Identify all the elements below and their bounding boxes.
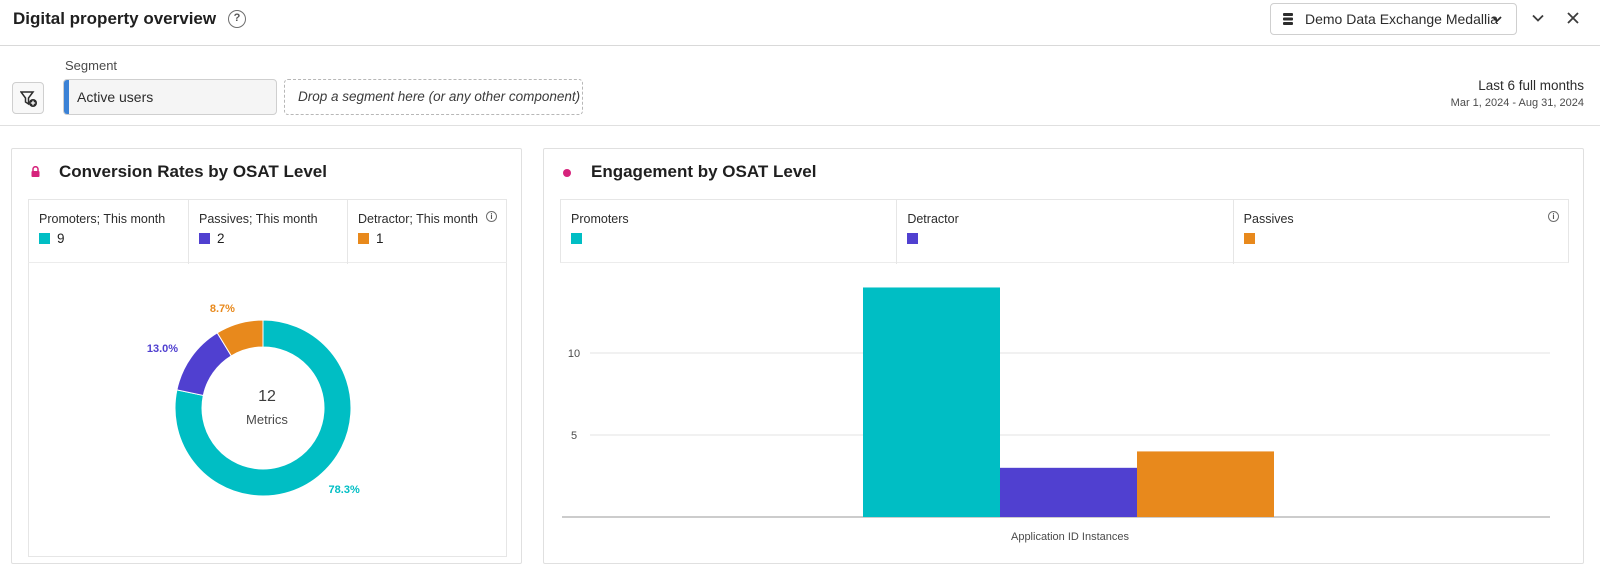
legend-label: Detractor (907, 212, 959, 226)
donut-center-label: Metrics (246, 412, 288, 427)
segment-bar: Segment Active users Drop a segment here… (0, 46, 1600, 126)
legend-swatch (199, 233, 210, 244)
bar-chart-area: 5 10 Application ID Instances (560, 263, 1569, 553)
segment-drop-zone[interactable]: Drop a segment here (or any other compon… (284, 79, 583, 115)
datasource-label: Demo Data Exchange Medallia (1305, 11, 1498, 27)
donut-value-label: 13.0% (147, 343, 178, 355)
donut-chart: 78.3% 13.0% 8.7% 12 Metrics (147, 303, 360, 497)
donut-slice-detractor[interactable] (216, 319, 264, 357)
lock-icon (31, 166, 40, 177)
panel-title: Conversion Rates by OSAT Level (59, 162, 327, 181)
legend-swatch (907, 233, 919, 244)
conversion-panel: Conversion Rates by OSAT Level Promoters… (11, 148, 522, 564)
legend-swatch (1243, 233, 1255, 244)
donut-center-value: 12 (258, 388, 276, 405)
engagement-panel: Engagement by OSAT Level Promoters Detra… (543, 148, 1584, 564)
bar-chart: 5 10 Application ID Instances (562, 287, 1550, 543)
question-circle-icon[interactable]: ? (228, 10, 246, 28)
donut-value-label: 8.7% (210, 303, 235, 315)
bar-detractor[interactable] (1000, 467, 1137, 517)
database-icon (1283, 13, 1293, 25)
legend-label: Detractor; This month (358, 212, 478, 226)
legend-label: Promoters (571, 212, 629, 226)
legend-label: Promoters; This month (39, 212, 166, 226)
panel-title: Engagement by OSAT Level (591, 162, 817, 181)
header-bar: Digital property overview ? Demo Data Ex… (0, 0, 1600, 46)
legend-item[interactable]: Promoters; This month 9 (29, 200, 189, 264)
bar-promoters[interactable] (863, 287, 1000, 517)
bar-passives[interactable] (1137, 451, 1274, 517)
filter-add-icon (20, 91, 37, 107)
legend: Promoters; This month 9 Passives; This m… (28, 199, 507, 264)
x-axis-tick-label: Application ID Instances (1011, 531, 1130, 543)
legend-value: 2 (217, 231, 225, 246)
segment-chip[interactable]: Active users (63, 79, 277, 115)
legend-label: Passives; This month (199, 212, 318, 226)
legend-label: Passives (1243, 212, 1294, 226)
legend-item[interactable]: Passives; This month 2 (189, 200, 348, 264)
y-axis-tick-label: 10 (568, 348, 580, 360)
y-axis-tick-label: 5 (571, 430, 577, 442)
donut-chart-area: 78.3% 13.0% 8.7% 12 Metrics (28, 263, 507, 557)
close-icon[interactable] (1565, 10, 1581, 26)
date-range-title[interactable]: Last 6 full months (1478, 78, 1584, 93)
segment-label: Segment (65, 58, 118, 73)
datasource-picker[interactable]: Demo Data Exchange Medallia (1270, 3, 1517, 35)
segment-chip-label: Active users (77, 89, 154, 105)
drag-handle-icon[interactable] (64, 80, 69, 114)
legend: Promoters Detractor Passives i (560, 199, 1569, 264)
info-icon[interactable]: i (1547, 211, 1559, 222)
legend-value: 1 (376, 231, 384, 246)
date-range-value: Mar 1, 2024 - Aug 31, 2024 (1450, 97, 1584, 109)
collapse-chevron-icon[interactable] (1530, 10, 1546, 26)
legend-item[interactable]: Detractor (897, 200, 1234, 264)
legend-value: 9 (57, 231, 65, 246)
legend-item[interactable]: Detractor; This month 1 i (348, 200, 506, 264)
legend-swatch (358, 233, 369, 244)
donut-slice-promoters[interactable] (174, 319, 352, 497)
legend-swatch (39, 233, 50, 244)
status-dot-icon (563, 169, 571, 177)
legend-swatch (571, 233, 582, 244)
chevron-down-icon (1492, 16, 1502, 23)
donut-value-label: 78.3% (329, 484, 360, 496)
add-filter-button[interactable] (12, 82, 44, 114)
legend-item[interactable]: Passives i (1234, 200, 1568, 264)
info-icon[interactable]: i (486, 211, 497, 222)
legend-item[interactable]: Promoters (561, 200, 898, 264)
page-title: Digital property overview (13, 9, 217, 28)
